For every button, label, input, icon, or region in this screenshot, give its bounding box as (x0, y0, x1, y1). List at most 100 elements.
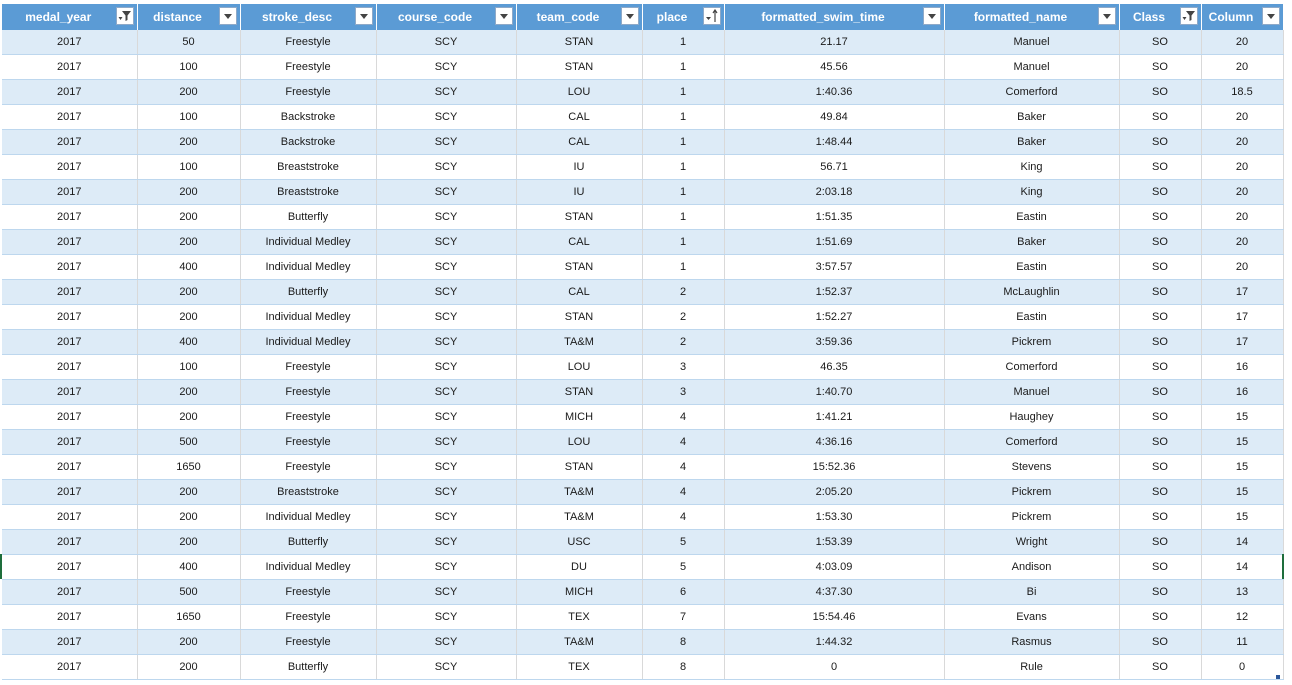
table-cell[interactable]: 2017 (2, 229, 138, 255)
table-cell[interactable]: SCY (376, 179, 517, 205)
table-cell[interactable]: 2017 (2, 529, 138, 555)
table-cell[interactable]: 14 (1201, 554, 1284, 580)
table-cell[interactable]: SO (1119, 629, 1202, 655)
table-cell[interactable]: SO (1119, 354, 1202, 380)
table-cell[interactable]: STAN (516, 454, 643, 480)
table-cell[interactable]: 1:52.37 (724, 279, 945, 305)
table-cell[interactable]: SO (1119, 654, 1202, 680)
table-cell[interactable]: 2:05.20 (724, 479, 945, 505)
table-cell[interactable]: 2017 (2, 479, 138, 505)
table-cell[interactable]: 17 (1201, 304, 1284, 330)
table-cell[interactable]: SO (1119, 579, 1202, 605)
table-cell[interactable]: 2 (642, 279, 725, 305)
table-cell[interactable]: 2017 (2, 429, 138, 455)
table-cell[interactable]: 4:37.30 (724, 579, 945, 605)
table-cell[interactable]: TA&M (516, 329, 643, 355)
table-cell[interactable]: 5 (642, 554, 725, 580)
dropdown-icon[interactable] (1097, 7, 1116, 25)
table-cell[interactable]: 1:51.35 (724, 204, 945, 230)
table-cell[interactable]: Individual Medley (240, 329, 377, 355)
table-cell[interactable]: 20 (1201, 54, 1284, 80)
table-cell[interactable]: 15 (1201, 504, 1284, 530)
table-cell[interactable]: CAL (516, 229, 643, 255)
table-cell[interactable]: 0 (1201, 654, 1284, 680)
table-cell[interactable]: Baker (944, 129, 1120, 155)
column-header-formatted-swim-time[interactable]: formatted_swim_time (724, 4, 945, 30)
filter-applied-icon[interactable] (115, 7, 134, 25)
table-cell[interactable]: SO (1119, 154, 1202, 180)
table-cell[interactable]: 4 (642, 404, 725, 430)
column-header-column[interactable]: Column (1201, 4, 1284, 30)
table-cell[interactable]: 16 (1201, 379, 1284, 405)
table-cell[interactable]: 2017 (2, 329, 138, 355)
dropdown-icon[interactable] (1261, 7, 1280, 25)
table-cell[interactable]: 2017 (2, 129, 138, 155)
table-cell[interactable]: Comerford (944, 354, 1120, 380)
table-cell[interactable]: 1 (642, 54, 725, 80)
table-cell[interactable]: SO (1119, 554, 1202, 580)
table-cell[interactable]: 3:59.36 (724, 329, 945, 355)
table-cell[interactable]: Eastin (944, 254, 1120, 280)
table-cell[interactable]: SCY (376, 79, 517, 105)
table-cell[interactable]: 50 (137, 30, 241, 55)
table-cell[interactable]: Comerford (944, 79, 1120, 105)
table-cell[interactable]: 7 (642, 604, 725, 630)
table-cell[interactable]: 15 (1201, 429, 1284, 455)
table-cell[interactable]: 1 (642, 79, 725, 105)
column-header-class[interactable]: Class (1119, 4, 1202, 30)
table-cell[interactable]: 100 (137, 354, 241, 380)
table-cell[interactable]: 1:48.44 (724, 129, 945, 155)
table-cell[interactable]: SCY (376, 429, 517, 455)
table-cell[interactable]: King (944, 154, 1120, 180)
table-cell[interactable]: SO (1119, 54, 1202, 80)
table-cell[interactable]: 2017 (2, 54, 138, 80)
table-cell[interactable]: Bi (944, 579, 1120, 605)
table-cell[interactable]: 8 (642, 654, 725, 680)
table-cell[interactable]: Freestyle (240, 454, 377, 480)
table-cell[interactable]: SO (1119, 229, 1202, 255)
table-cell[interactable]: SCY (376, 154, 517, 180)
table-cell[interactable]: SO (1119, 254, 1202, 280)
table-cell[interactable]: SCY (376, 229, 517, 255)
table-cell[interactable]: Breaststroke (240, 154, 377, 180)
column-header-medal-year[interactable]: medal_year (2, 4, 138, 30)
table-cell[interactable]: Freestyle (240, 429, 377, 455)
table-cell[interactable]: SO (1119, 104, 1202, 130)
table-cell[interactable]: 200 (137, 654, 241, 680)
table-cell[interactable]: 45.56 (724, 54, 945, 80)
table-cell[interactable]: Freestyle (240, 579, 377, 605)
table-cell[interactable]: 400 (137, 254, 241, 280)
table-cell[interactable]: 56.71 (724, 154, 945, 180)
table-cell[interactable]: Baker (944, 104, 1120, 130)
table-cell[interactable]: 1 (642, 129, 725, 155)
table-cell[interactable]: 200 (137, 404, 241, 430)
table-cell[interactable]: TA&M (516, 629, 643, 655)
table-cell[interactable]: SCY (376, 354, 517, 380)
table-cell[interactable]: 2017 (2, 579, 138, 605)
table-cell[interactable]: 2:03.18 (724, 179, 945, 205)
table-cell[interactable]: Freestyle (240, 379, 377, 405)
table-cell[interactable]: 8 (642, 629, 725, 655)
table-cell[interactable]: 2017 (2, 254, 138, 280)
table-cell[interactable]: 200 (137, 204, 241, 230)
dropdown-icon[interactable] (494, 7, 513, 25)
table-cell[interactable]: 100 (137, 104, 241, 130)
table-cell[interactable]: 2017 (2, 504, 138, 530)
table-cell[interactable]: 3 (642, 354, 725, 380)
table-cell[interactable]: SCY (376, 54, 517, 80)
table-cell[interactable]: Individual Medley (240, 504, 377, 530)
table-cell[interactable]: STAN (516, 204, 643, 230)
table-cell[interactable]: SO (1119, 30, 1202, 55)
table-cell[interactable]: 17 (1201, 329, 1284, 355)
table-cell[interactable]: 15 (1201, 404, 1284, 430)
table-cell[interactable]: 1 (642, 154, 725, 180)
table-cell[interactable]: SCY (376, 379, 517, 405)
table-cell[interactable]: Evans (944, 604, 1120, 630)
table-cell[interactable]: Butterfly (240, 654, 377, 680)
table-cell[interactable]: Breaststroke (240, 179, 377, 205)
table-cell[interactable]: Individual Medley (240, 229, 377, 255)
column-header-place[interactable]: place (642, 4, 725, 30)
table-cell[interactable]: 2017 (2, 604, 138, 630)
column-header-team-code[interactable]: team_code (516, 4, 643, 30)
table-cell[interactable]: Pickrem (944, 329, 1120, 355)
